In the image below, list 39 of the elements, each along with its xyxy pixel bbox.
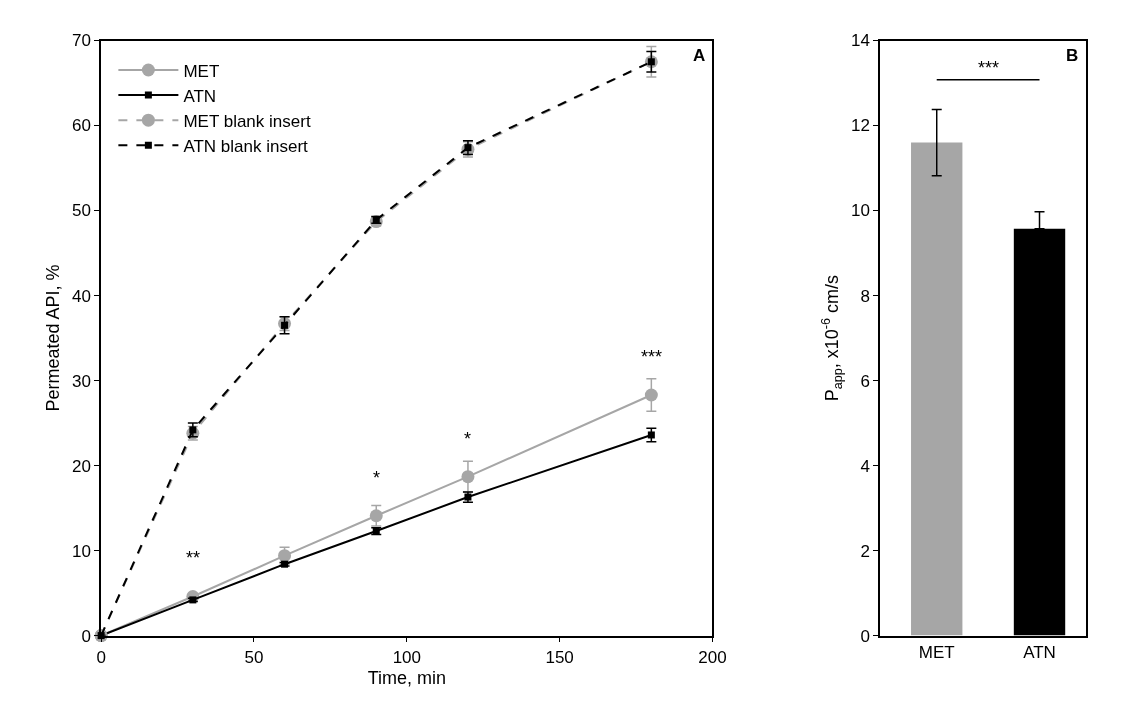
y-tick-label: 30 bbox=[72, 371, 91, 391]
y-tick-label: 0 bbox=[81, 626, 91, 646]
annotation: B bbox=[1066, 46, 1079, 65]
x-tick-label: 50 bbox=[244, 647, 264, 667]
annotation: *** bbox=[641, 347, 663, 367]
annotation: * bbox=[373, 468, 381, 488]
point bbox=[644, 388, 658, 402]
x-tick-label: 150 bbox=[545, 647, 574, 667]
x-tick-label: 100 bbox=[392, 647, 422, 667]
legend-label: ATN bbox=[183, 86, 217, 106]
y-tick-label: 14 bbox=[851, 31, 871, 51]
y-tick-label: 60 bbox=[72, 116, 91, 136]
point bbox=[461, 470, 475, 484]
y-tick-label: 4 bbox=[860, 456, 871, 476]
point bbox=[369, 509, 383, 523]
y-tick-label: 12 bbox=[851, 116, 871, 136]
legend-label: MET blank insert bbox=[183, 111, 311, 131]
y-axis-title: Permeated API, % bbox=[42, 264, 63, 412]
legend-label: ATN blank insert bbox=[183, 136, 309, 156]
x-tick-label: ATN bbox=[1023, 642, 1056, 662]
legend-label: MET bbox=[183, 61, 220, 81]
x-axis-title: Time, min bbox=[367, 668, 446, 689]
y-tick-label: 40 bbox=[72, 286, 91, 306]
x-tick-label: MET bbox=[918, 642, 955, 662]
x-tick-label: 0 bbox=[96, 647, 106, 667]
y-tick-label: 70 bbox=[72, 31, 91, 51]
annotation: A bbox=[693, 46, 706, 65]
x-tick-label: 200 bbox=[698, 647, 727, 667]
y-tick-label: 8 bbox=[860, 286, 871, 306]
y-tick-label: 10 bbox=[72, 541, 91, 561]
y-tick-label: 50 bbox=[72, 201, 91, 221]
y-tick-label: 2 bbox=[860, 541, 871, 561]
y-tick-label: 0 bbox=[860, 626, 871, 646]
annotation: *** bbox=[978, 58, 1000, 78]
y-tick-label: 10 bbox=[851, 201, 871, 221]
annotation: * bbox=[464, 429, 472, 449]
y-tick-label: 20 bbox=[72, 456, 91, 476]
y-tick-label: 6 bbox=[860, 371, 871, 391]
annotation: ** bbox=[186, 548, 201, 568]
